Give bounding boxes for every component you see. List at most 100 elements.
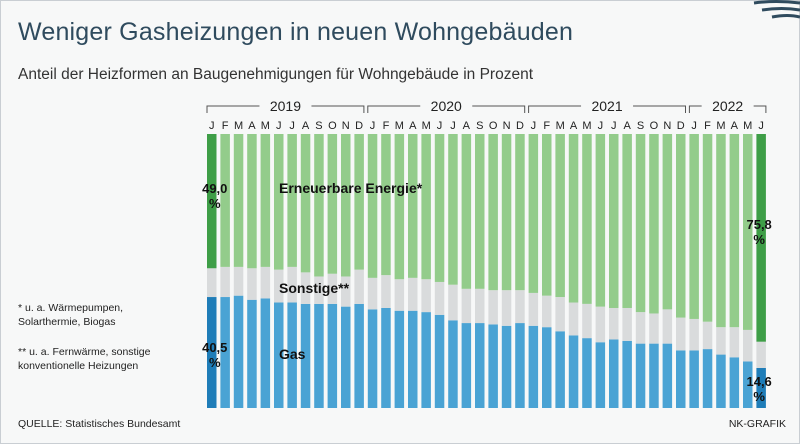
year-label: 2019	[270, 98, 301, 114]
month-tick-label: J	[437, 120, 443, 132]
month-tick-label: J	[276, 120, 282, 132]
month-tick-label: S	[637, 120, 644, 132]
month-tick-label: J	[691, 120, 697, 132]
bar-erneuerbare	[367, 134, 378, 278]
year-bracket	[528, 105, 582, 113]
bar-erneuerbare	[622, 134, 632, 308]
month-tick-label: M	[395, 120, 404, 132]
month-tick-label: M	[582, 120, 591, 132]
bar-gas	[716, 354, 726, 408]
bar-gas	[300, 303, 311, 408]
year-label: 2022	[712, 98, 743, 114]
bar-erneuerbare	[676, 134, 686, 318]
bar-erneuerbare	[260, 134, 271, 267]
month-tick-label: F	[704, 120, 711, 132]
corner-decoration	[753, 0, 800, 19]
month-tick-label: O	[489, 120, 498, 132]
bar-erneuerbare	[381, 134, 391, 276]
bar-sonstige	[448, 284, 458, 321]
bar-gas	[515, 323, 525, 408]
bar-gas	[394, 310, 405, 408]
year-bracket	[753, 105, 767, 113]
value-label-first-erneuerbare: 49,0%	[202, 181, 227, 211]
bar-sonstige	[743, 329, 753, 362]
bar-gas	[475, 323, 485, 408]
month-tick-label: A	[731, 120, 739, 132]
month-tick-label: A	[570, 120, 578, 132]
bar-sonstige	[327, 273, 338, 304]
bar-gas	[434, 314, 445, 408]
bar-gas	[341, 306, 351, 408]
bar-erneuerbare	[568, 134, 579, 303]
bar-gas	[528, 325, 539, 408]
chart-title: Weniger Gasheizungen in neuen Wohngebäud…	[18, 18, 574, 46]
bar-erneuerbare	[207, 134, 217, 269]
bar-erneuerbare	[461, 134, 472, 289]
bar-gas	[314, 303, 324, 408]
month-tick-label: F	[543, 120, 550, 132]
bar-sonstige	[609, 307, 619, 340]
bar-erneuerbare	[448, 134, 458, 285]
month-tick-label: A	[623, 120, 631, 132]
value-label-last-gas: 14,6%	[746, 374, 771, 404]
value-label-last-erneuerbare: 75,8%	[746, 217, 771, 247]
bar-gas	[260, 298, 271, 408]
bar-gas	[729, 357, 740, 408]
bar-erneuerbare	[314, 134, 324, 277]
bar-sonstige	[434, 281, 445, 315]
bar-gas	[501, 325, 512, 408]
month-tick-label: J	[598, 120, 604, 132]
credit-label: NK-GRAFIK	[728, 418, 786, 430]
bar-gas	[689, 350, 699, 408]
bar-sonstige	[354, 269, 364, 304]
month-tick-label: M	[234, 120, 243, 132]
year-bracket	[633, 105, 686, 113]
bar-sonstige	[274, 269, 284, 303]
year-bracket	[472, 105, 526, 113]
month-tick-label: D	[677, 120, 685, 132]
bar-sonstige	[716, 327, 726, 355]
bar-erneuerbare	[542, 134, 552, 296]
bar-erneuerbare	[609, 134, 619, 308]
bar-gas	[743, 361, 753, 408]
bar-gas	[448, 320, 458, 408]
bar-erneuerbare	[475, 134, 485, 289]
chart-subtitle: Anteil der Heizformen an Baugenehmigunge…	[18, 66, 533, 83]
bar-erneuerbare	[743, 134, 753, 330]
bar-erneuerbare	[394, 134, 405, 280]
bar-gas	[756, 367, 766, 408]
bar-erneuerbare	[729, 134, 740, 328]
footnote-sonstige: ** u. a. Fernwärme, sonstige konventione…	[18, 346, 151, 372]
bar-gas	[555, 331, 565, 408]
bar-sonstige	[501, 290, 512, 326]
bar-erneuerbare	[515, 134, 525, 291]
bar-gas	[662, 343, 673, 408]
bar-sonstige	[287, 266, 297, 303]
bar-gas	[488, 324, 498, 408]
bar-erneuerbare	[274, 134, 284, 270]
bar-erneuerbare	[555, 134, 565, 298]
bar-erneuerbare	[408, 134, 418, 278]
bar-erneuerbare	[434, 134, 445, 282]
bar-erneuerbare	[501, 134, 512, 291]
bar-erneuerbare	[327, 134, 338, 274]
bar-erneuerbare	[689, 134, 699, 319]
bar-sonstige	[662, 309, 673, 344]
bar-sonstige	[475, 288, 485, 324]
bar-sonstige	[756, 341, 766, 368]
bar-gas	[220, 297, 230, 408]
bar-gas	[247, 299, 257, 408]
series-label-erneuerbare: Erneuerbare Energie*	[279, 180, 423, 196]
year-label: 2020	[431, 98, 462, 114]
bar-sonstige	[341, 276, 351, 307]
month-tick-label: A	[409, 120, 417, 132]
bar-sonstige	[702, 321, 713, 350]
bar-sonstige	[555, 297, 565, 332]
bar-gas	[595, 342, 606, 408]
bar-gas	[274, 302, 284, 408]
bar-sonstige	[300, 272, 311, 304]
bar-sonstige	[421, 279, 431, 313]
bar-sonstige	[689, 318, 699, 351]
bar-erneuerbare	[756, 134, 766, 342]
month-tick-label: A	[302, 120, 310, 132]
